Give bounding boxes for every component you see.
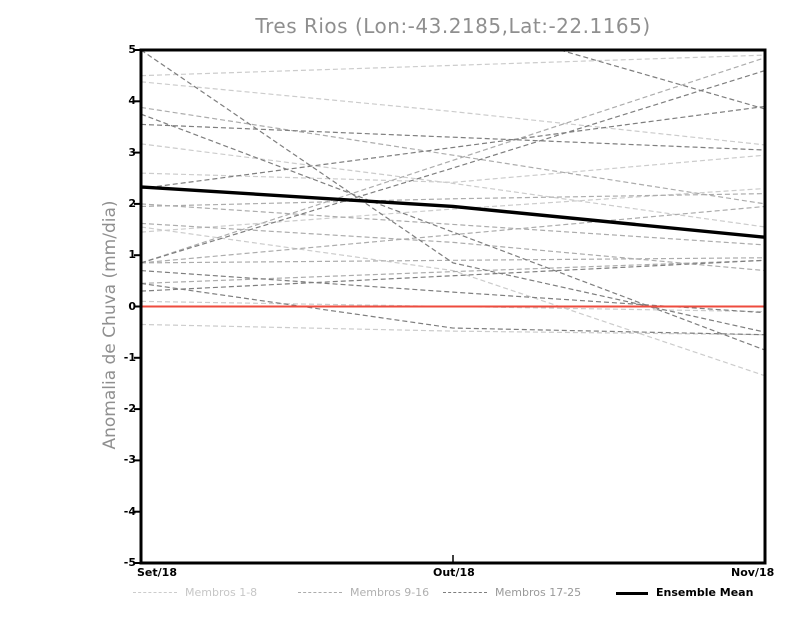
chart-title: Tres Rios (Lon:-43.2185,Lat:-22.1165) <box>255 14 651 38</box>
y-tick-label: -4 <box>123 504 136 518</box>
member-line-membro-10 <box>142 203 764 246</box>
y-tick-label: 0 <box>128 299 136 313</box>
legend-label: Membros 1-8 <box>185 586 258 599</box>
y-tick-label: 3 <box>128 145 136 159</box>
member-line-membro-1 <box>142 54 764 77</box>
legend-dashed-line-sample <box>443 592 487 593</box>
member-line-membro-4 <box>142 154 764 183</box>
member-line-membro-2 <box>142 81 764 146</box>
y-tick-label: 1 <box>128 248 136 262</box>
member-line-membro-21 <box>142 70 764 264</box>
y-tick-label: 4 <box>128 94 136 108</box>
y-tick-label: 2 <box>128 196 136 210</box>
member-line-membro-11 <box>142 193 764 208</box>
legend-label: Membros 9-16 <box>350 586 430 599</box>
member-line-membro-7 <box>142 323 764 336</box>
y-tick-label: -2 <box>123 402 136 416</box>
ensemble-mean-line <box>142 185 764 239</box>
member-line-membro-9 <box>142 107 764 205</box>
member-line-membro-18 <box>142 114 764 351</box>
legend-dashed-line-sample <box>133 592 177 593</box>
member-line-membro-12 <box>142 205 764 264</box>
series-layer <box>142 51 764 376</box>
y-tick-label: -5 <box>123 556 136 569</box>
member-line-membro-13 <box>142 257 764 264</box>
y-tick-label: -3 <box>123 453 136 467</box>
member-line-membro-25 <box>142 259 764 292</box>
member-line-membro-15 <box>142 222 764 272</box>
member-line-membro-16 <box>142 57 764 264</box>
member-line-membro-8 <box>142 226 764 376</box>
legend-label: Ensemble Mean <box>656 586 754 599</box>
y-tick-label: -1 <box>123 350 136 364</box>
member-line-membro-23 <box>142 283 764 336</box>
member-line-membro-3 <box>142 143 764 228</box>
x-tick-label-out-18: Out/18 <box>433 566 475 579</box>
member-line-membro-22 <box>563 51 764 110</box>
x-tick-label-nov-18: Nov/18 <box>731 566 775 579</box>
member-line-membro-20 <box>142 106 764 189</box>
x-tick-label-set-18: Set/18 <box>137 566 177 579</box>
member-line-membro-14 <box>142 259 764 284</box>
member-line-membro-19 <box>142 123 764 151</box>
legend-dashed-line-sample <box>298 592 342 593</box>
legend-label: Membros 17-25 <box>495 586 582 599</box>
legend-mean-line-sample <box>616 592 648 595</box>
y-tick-label: 5 <box>128 43 136 56</box>
member-line-membro-17 <box>142 51 764 333</box>
